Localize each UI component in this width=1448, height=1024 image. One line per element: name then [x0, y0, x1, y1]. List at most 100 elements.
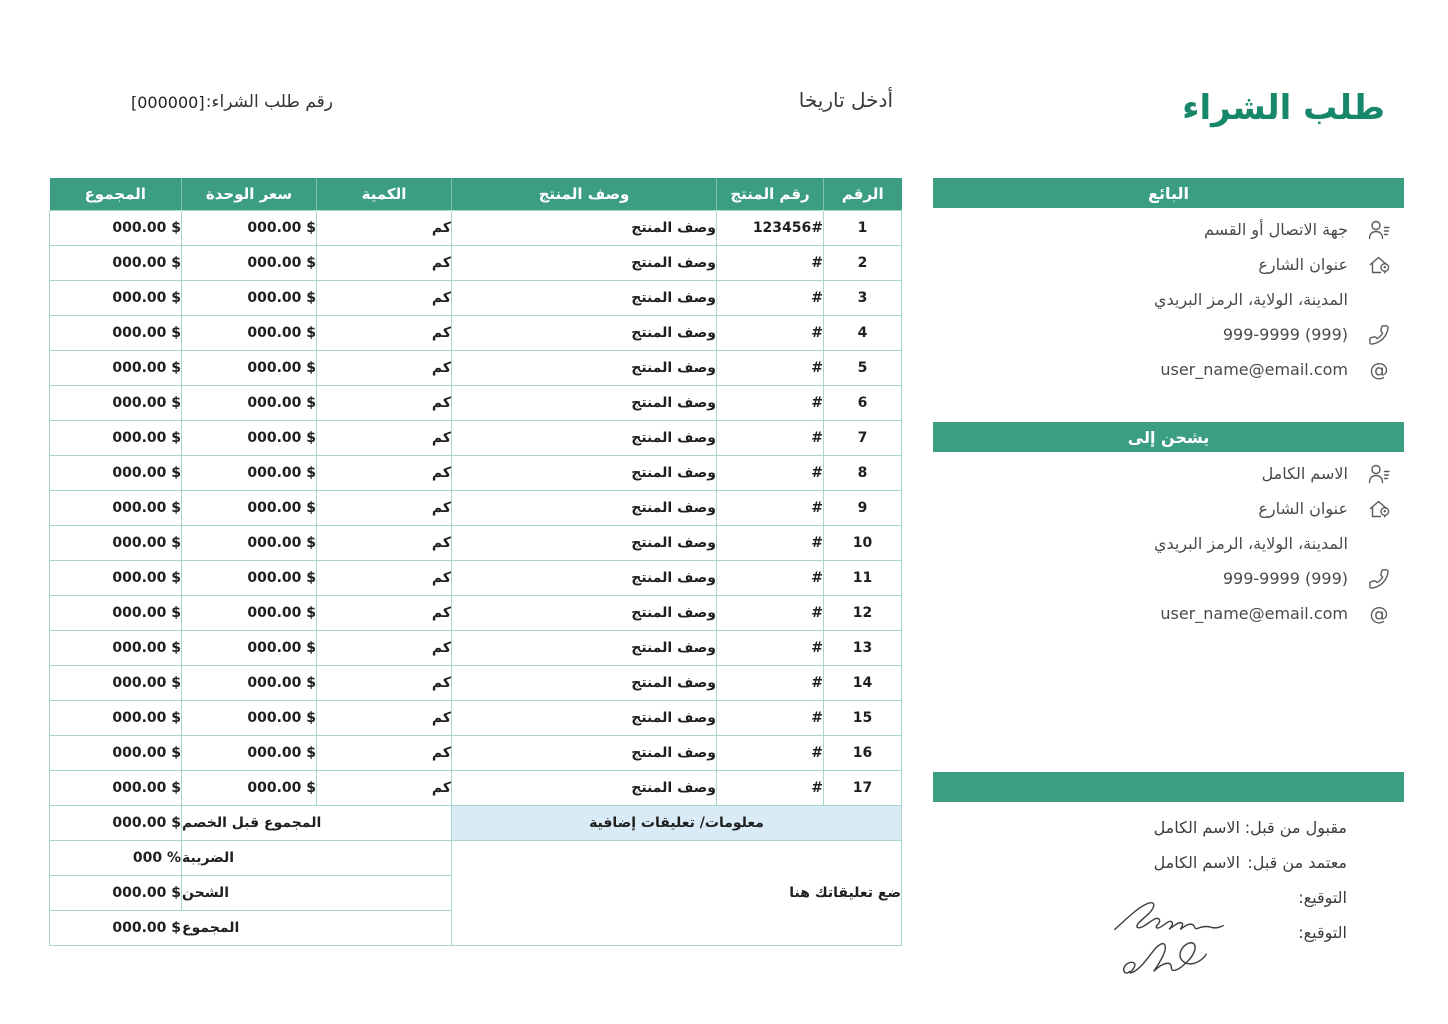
quantity-cell[interactable]: كم: [316, 629, 452, 666]
quantity-cell[interactable]: كم: [316, 349, 452, 386]
product-description-cell[interactable]: وصف المنتج: [451, 629, 717, 666]
quantity-cell[interactable]: كم: [316, 384, 452, 421]
unit-price-cell[interactable]: 000.00 $: [181, 559, 317, 596]
total-cell[interactable]: 000.00 $: [49, 664, 182, 701]
ship-to-phone[interactable]: 999-9999 (999): [1222, 569, 1348, 588]
product-number-cell[interactable]: #: [716, 559, 824, 596]
product-number-cell[interactable]: #: [716, 349, 824, 386]
product-number-cell[interactable]: #: [716, 734, 824, 771]
product-description-cell[interactable]: وصف المنتج: [451, 349, 717, 386]
row-number-cell[interactable]: 4: [823, 314, 902, 351]
product-description-cell[interactable]: وصف المنتج: [451, 559, 717, 596]
row-number-cell[interactable]: 1: [823, 209, 902, 246]
vendor-contact[interactable]: جهة الاتصال أو القسم: [1203, 220, 1348, 239]
quantity-cell[interactable]: كم: [316, 314, 452, 351]
total-cell[interactable]: 000.00 $: [49, 699, 182, 736]
product-number-cell[interactable]: #: [716, 769, 824, 806]
tax-value[interactable]: 000 %: [49, 839, 182, 876]
ship-to-street[interactable]: عنوان الشارع: [1258, 499, 1348, 518]
product-number-cell[interactable]: #: [716, 384, 824, 421]
unit-price-cell[interactable]: 000.00 $: [181, 629, 317, 666]
date-field[interactable]: أدخل تاريخا: [798, 88, 893, 112]
product-description-cell[interactable]: وصف المنتج: [451, 524, 717, 561]
quantity-cell[interactable]: كم: [316, 454, 452, 491]
product-description-cell[interactable]: وصف المنتج: [451, 594, 717, 631]
row-number-cell[interactable]: 8: [823, 454, 902, 491]
row-number-cell[interactable]: 14: [823, 664, 902, 701]
quantity-cell[interactable]: كم: [316, 524, 452, 561]
unit-price-cell[interactable]: 000.00 $: [181, 384, 317, 421]
row-number-cell[interactable]: 2: [823, 244, 902, 281]
total-cell[interactable]: 000.00 $: [49, 349, 182, 386]
unit-price-cell[interactable]: 000.00 $: [181, 314, 317, 351]
product-number-cell[interactable]: #: [716, 244, 824, 281]
product-number-cell[interactable]: #: [716, 629, 824, 666]
product-description-cell[interactable]: وصف المنتج: [451, 454, 717, 491]
product-description-cell[interactable]: وصف المنتج: [451, 419, 717, 456]
product-description-cell[interactable]: وصف المنتج: [451, 209, 717, 246]
unit-price-cell[interactable]: 000.00 $: [181, 349, 317, 386]
total-cell[interactable]: 000.00 $: [49, 769, 182, 806]
product-number-cell[interactable]: #: [716, 699, 824, 736]
quantity-cell[interactable]: كم: [316, 489, 452, 526]
quantity-cell[interactable]: كم: [316, 279, 452, 316]
row-number-cell[interactable]: 3: [823, 279, 902, 316]
product-number-cell[interactable]: #: [716, 419, 824, 456]
total-cell[interactable]: 000.00 $: [49, 454, 182, 491]
unit-price-cell[interactable]: 000.00 $: [181, 454, 317, 491]
total-cell[interactable]: 000.00 $: [49, 244, 182, 281]
vendor-phone[interactable]: 999-9999 (999): [1222, 325, 1348, 344]
comments-field[interactable]: ضع تعليقاتك هنا: [451, 839, 902, 946]
row-number-cell[interactable]: 10: [823, 524, 902, 561]
total-cell[interactable]: 000.00 $: [49, 209, 182, 246]
total-cell[interactable]: 000.00 $: [49, 314, 182, 351]
unit-price-cell[interactable]: 000.00 $: [181, 209, 317, 246]
row-number-cell[interactable]: 11: [823, 559, 902, 596]
quantity-cell[interactable]: كم: [316, 244, 452, 281]
unit-price-cell[interactable]: 000.00 $: [181, 524, 317, 561]
vendor-city[interactable]: المدينة، الولاية، الرمز البريدي: [1153, 290, 1348, 309]
product-number-cell[interactable]: 123456#: [716, 209, 824, 246]
unit-price-cell[interactable]: 000.00 $: [181, 734, 317, 771]
row-number-cell[interactable]: 7: [823, 419, 902, 456]
quantity-cell[interactable]: كم: [316, 594, 452, 631]
row-number-cell[interactable]: 9: [823, 489, 902, 526]
product-description-cell[interactable]: وصف المنتج: [451, 244, 717, 281]
quantity-cell[interactable]: كم: [316, 664, 452, 701]
vendor-street[interactable]: عنوان الشارع: [1258, 255, 1348, 274]
total-cell[interactable]: 000.00 $: [49, 734, 182, 771]
row-number-cell[interactable]: 12: [823, 594, 902, 631]
quantity-cell[interactable]: كم: [316, 734, 452, 771]
product-number-cell[interactable]: #: [716, 454, 824, 491]
product-number-cell[interactable]: #: [716, 594, 824, 631]
quantity-cell[interactable]: كم: [316, 419, 452, 456]
unit-price-cell[interactable]: 000.00 $: [181, 664, 317, 701]
unit-price-cell[interactable]: 000.00 $: [181, 419, 317, 456]
ship-to-city[interactable]: المدينة، الولاية، الرمز البريدي: [1153, 534, 1348, 553]
unit-price-cell[interactable]: 000.00 $: [181, 244, 317, 281]
total-cell[interactable]: 000.00 $: [49, 384, 182, 421]
product-description-cell[interactable]: وصف المنتج: [451, 664, 717, 701]
accepted-by-value[interactable]: الاسم الكامل: [1153, 818, 1240, 837]
product-description-cell[interactable]: وصف المنتج: [451, 279, 717, 316]
unit-price-cell[interactable]: 000.00 $: [181, 594, 317, 631]
product-description-cell[interactable]: وصف المنتج: [451, 769, 717, 806]
product-description-cell[interactable]: وصف المنتج: [451, 699, 717, 736]
row-number-cell[interactable]: 5: [823, 349, 902, 386]
approved-by-value[interactable]: الاسم الكامل: [1153, 853, 1240, 872]
product-number-cell[interactable]: #: [716, 279, 824, 316]
total-cell[interactable]: 000.00 $: [49, 419, 182, 456]
total-cell[interactable]: 000.00 $: [49, 489, 182, 526]
total-cell[interactable]: 000.00 $: [49, 559, 182, 596]
shipping-value[interactable]: 000.00 $: [49, 874, 182, 911]
subtotal-value[interactable]: 000.00 $: [49, 804, 182, 841]
product-number-cell[interactable]: #: [716, 524, 824, 561]
product-number-cell[interactable]: #: [716, 664, 824, 701]
product-description-cell[interactable]: وصف المنتج: [451, 384, 717, 421]
vendor-email[interactable]: user_name@email.com: [1160, 360, 1348, 379]
unit-price-cell[interactable]: 000.00 $: [181, 699, 317, 736]
total-cell[interactable]: 000.00 $: [49, 279, 182, 316]
product-description-cell[interactable]: وصف المنتج: [451, 489, 717, 526]
unit-price-cell[interactable]: 000.00 $: [181, 489, 317, 526]
product-description-cell[interactable]: وصف المنتج: [451, 314, 717, 351]
